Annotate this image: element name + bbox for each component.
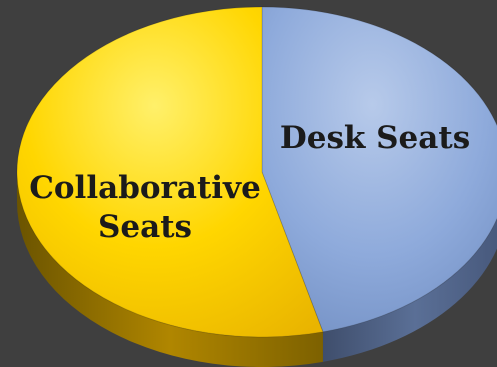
- slice-label-line: Seats: [98, 209, 192, 245]
- slice-label-line: Collaborative: [29, 170, 261, 206]
- pie-slice-0: [261, 6, 497, 333]
- pie-slice-side-0: [322, 218, 497, 362]
- slice-label-line: Desk Seats: [280, 120, 470, 156]
- pie-slice-1: [16, 6, 324, 338]
- slice-label-0: Desk Seats: [280, 120, 470, 156]
- pie-slice-side-1: [17, 172, 323, 367]
- slice-label-1: Collaborative Seats: [29, 170, 261, 245]
